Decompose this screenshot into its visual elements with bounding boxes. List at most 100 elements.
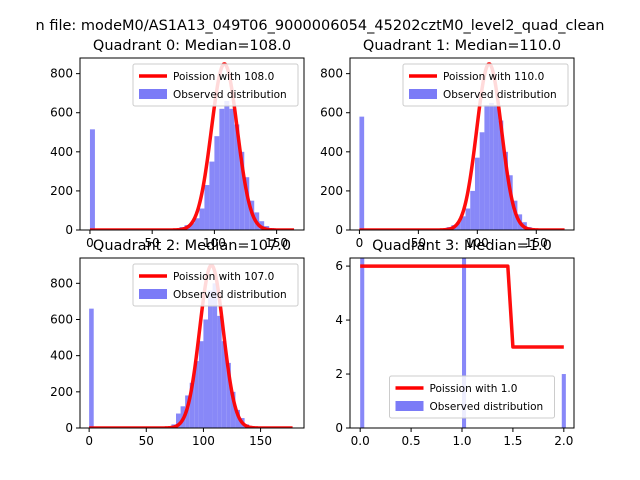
y-tick-label: 600	[320, 106, 343, 120]
y-tick-label: 600	[50, 106, 73, 120]
y-tick-label: 2	[335, 367, 343, 381]
hist-bar	[489, 102, 494, 230]
hist-bar	[189, 382, 195, 428]
hist-bar	[498, 120, 504, 230]
hist-bar	[474, 157, 480, 230]
chart-quadrant-1: Quadrant 1: Median=110.0 0 50 100 150 0 200 400…	[320, 38, 575, 250]
plot-area	[88, 62, 296, 230]
hist-bar	[214, 136, 220, 230]
y-tick-label: 200	[50, 385, 73, 399]
legend-label-poisson: Poission with 108.0	[173, 71, 274, 83]
hist-bar	[484, 104, 490, 230]
chart-title: Quadrant 1: Median=110.0	[363, 38, 561, 54]
chart-title: Quadrant 2: Median=107.0	[93, 238, 291, 254]
x-tick-label: 0	[356, 236, 364, 250]
hist-bar	[507, 175, 513, 230]
axes-frame	[79, 57, 305, 231]
hist-bar	[239, 151, 245, 230]
y-tick-label: 800	[50, 67, 73, 81]
poisson-curve	[360, 264, 564, 349]
legend-label-observed: Observed distribution	[443, 89, 557, 101]
legend-box	[402, 63, 569, 107]
hist-bar	[244, 177, 250, 230]
hist-bar	[219, 108, 225, 230]
legend: Poission with 107.0 Observed distribution	[132, 263, 299, 307]
figure-suptitle: n file: modeM0/AS1A13_049T06_9000006054_…	[36, 18, 605, 34]
hist-bar	[189, 223, 195, 230]
hist-bar	[456, 222, 461, 230]
x-tick-label: 150	[525, 236, 548, 250]
x-tick-label: 100	[466, 236, 489, 250]
legend-label-poisson: Poission with 110.0	[443, 71, 544, 83]
hist-bar	[230, 391, 236, 428]
chart-title: Quadrant 3: Median=1.0	[372, 238, 552, 254]
hist-bar	[89, 129, 95, 230]
hist-bar	[224, 101, 230, 230]
hist-bar	[465, 208, 471, 230]
legend: Poission with 1.0 Observed distribution	[389, 375, 555, 419]
hist-bar	[198, 341, 204, 428]
hist-bar	[359, 116, 365, 230]
hist-bar	[221, 341, 227, 428]
x-tick-label: 0	[85, 434, 93, 448]
poisson-curve	[358, 62, 566, 230]
x-tick-label: 0.5	[402, 434, 421, 448]
hist-bar	[493, 104, 499, 230]
hist-bar	[503, 151, 508, 230]
y-tick-label: 0	[65, 421, 73, 435]
legend: Poission with 108.0 Observed distribution	[132, 63, 299, 107]
hist-bar	[561, 374, 566, 428]
y-tick-label: 0	[65, 223, 73, 237]
legend-box	[132, 63, 299, 107]
hist-bar	[194, 218, 200, 230]
x-tick-label: 50	[145, 236, 160, 250]
x-tick-label: 1.0	[452, 434, 471, 448]
x-tick-label: 50	[411, 236, 426, 250]
x-tick-label: 0	[86, 236, 94, 250]
legend-label-observed: Observed distribution	[173, 89, 287, 101]
y-tick-label: 400	[320, 145, 343, 159]
y-tick-label: 400	[50, 145, 73, 159]
y-tick-label: 200	[320, 184, 343, 198]
legend-bar-swatch	[139, 289, 167, 299]
poisson-curve	[88, 62, 296, 230]
x-tick-label: 100	[203, 236, 226, 250]
legend: Poission with 110.0 Observed distribution	[402, 63, 569, 107]
hist-bar	[199, 208, 205, 230]
y-tick-label: 0	[335, 421, 343, 435]
y-tick-label: 600	[50, 312, 73, 326]
x-tick-label: 150	[249, 434, 272, 448]
y-tick-label: 800	[320, 67, 343, 81]
hist-bar	[479, 132, 485, 230]
legend-bar-swatch	[409, 89, 437, 99]
hist-bar	[212, 283, 218, 428]
y-tick-label: 800	[50, 276, 73, 290]
x-tick-label: 2.0	[554, 434, 573, 448]
y-tick-label: 200	[50, 184, 73, 198]
hist-bar	[462, 258, 467, 428]
hist-bar	[208, 290, 213, 428]
plot-area	[87, 263, 294, 428]
legend-box	[389, 375, 555, 419]
x-tick-label: 150	[265, 236, 288, 250]
legend-label-poisson: Poission with 1.0	[430, 383, 518, 395]
legend-label-poisson: Poission with 107.0	[173, 271, 274, 283]
hist-bar	[226, 362, 231, 428]
x-tick-label: 1.5	[503, 434, 522, 448]
hist-bar	[204, 185, 210, 230]
hist-bar	[176, 413, 181, 428]
legend-bar-swatch	[395, 401, 424, 411]
chart-quadrant-2: Quadrant 2: Median=107.00 50 100 1500200400…	[50, 238, 305, 448]
legend-box	[132, 263, 299, 307]
hist-bar	[360, 258, 365, 428]
chart-quadrant-0: Quadrant 0: Median=108.0 0 50 100 150 0 200 400…	[50, 38, 305, 250]
hist-bar	[203, 319, 208, 428]
x-tick-label: 50	[139, 434, 154, 448]
hist-bar	[194, 361, 199, 428]
y-tick-label: 0	[335, 223, 343, 237]
legend-bar-swatch	[139, 89, 167, 99]
y-tick-label: 4	[335, 313, 343, 327]
axes-frame	[349, 57, 575, 231]
y-tick-label: 6	[335, 259, 343, 273]
